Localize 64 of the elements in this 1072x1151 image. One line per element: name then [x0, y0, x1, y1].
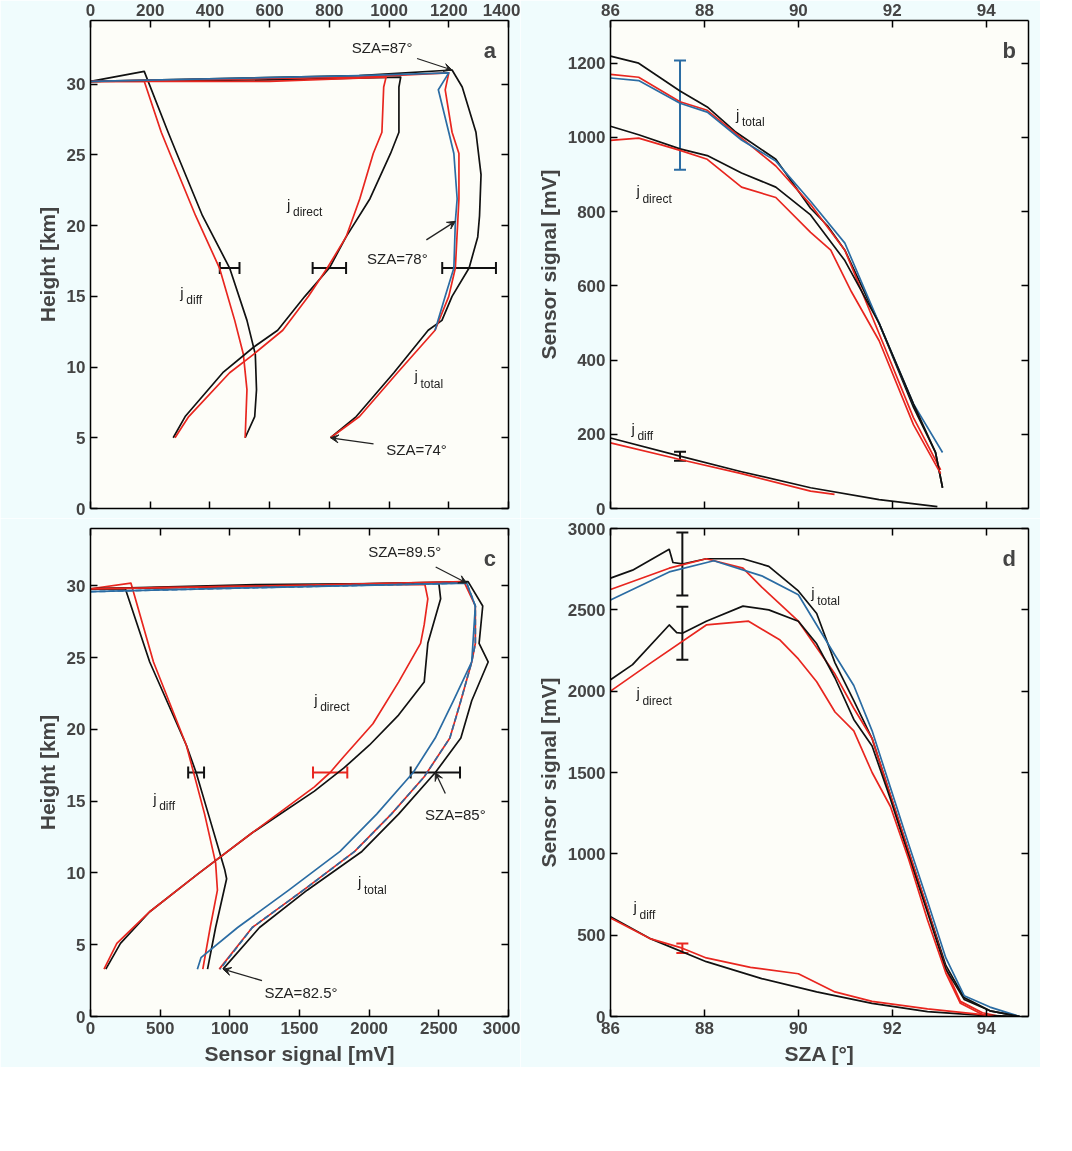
x-tick-label: 1500: [280, 1018, 319, 1038]
y-tick-label: 5: [76, 428, 86, 448]
y-tick-label: 20: [66, 720, 86, 740]
x-tick-label: 90: [788, 1018, 808, 1038]
x-tick-label: 86: [601, 0, 620, 20]
x-tick-label: 94: [976, 1018, 997, 1038]
y-tick-label: 10: [66, 863, 86, 883]
y-tick-label: 30: [66, 576, 86, 596]
y-tick-label: 800: [577, 202, 606, 222]
y-tick-label: 15: [66, 287, 86, 307]
y-tick-label: 20: [66, 216, 86, 236]
y-tick-label: 1500: [567, 763, 606, 783]
annotation: SZA=89.5°: [368, 542, 442, 560]
annotation: b: [1002, 37, 1016, 63]
y-tick-label: 500: [577, 926, 606, 946]
x-tick-label: 1200: [429, 0, 468, 20]
annotation: SZA=78°: [367, 249, 428, 267]
y-tick-label: 5: [76, 935, 86, 955]
y-tick-label: 1000: [567, 844, 606, 864]
x-tick-label: 500: [145, 1018, 175, 1038]
x-tick-label: 1400: [482, 0, 521, 20]
annotation: d: [1002, 545, 1016, 571]
y-tick-label: 1200: [567, 54, 606, 74]
y-axis-title: Sensor signal [mV]: [536, 677, 560, 868]
annotation: SZA=87°: [351, 38, 413, 56]
x-axis-title: Sensor signal [mV]: [204, 1041, 395, 1065]
y-tick-label: 25: [66, 648, 86, 668]
y-axis-title: Sensor signal [mV]: [536, 169, 560, 360]
annotation: SZA=85°: [425, 806, 486, 823]
y-axis-title: Height [km]: [35, 714, 59, 831]
y-tick-label: 25: [66, 145, 86, 165]
annotation: SZA=82.5°: [264, 983, 338, 1001]
y-tick-label: 3000: [567, 519, 606, 539]
x-tick-label: 88: [694, 1018, 714, 1038]
y-tick-label: 400: [577, 351, 606, 371]
y-tick-label: 2500: [567, 600, 606, 620]
annotation: c: [483, 545, 496, 571]
x-tick-label: 92: [882, 0, 902, 20]
y-tick-label: 200: [577, 425, 606, 445]
x-tick-label: 400: [195, 0, 225, 20]
x-tick-label: 800: [315, 0, 344, 20]
x-tick-label: 3000: [482, 1018, 521, 1038]
y-axis-title: Height [km]: [35, 206, 59, 323]
x-tick-label: 1000: [370, 0, 408, 20]
x-tick-label: 88: [694, 0, 714, 20]
x-tick-label: 2000: [350, 1018, 389, 1038]
x-tick-label: 1000: [210, 1018, 249, 1038]
y-tick-label: 2000: [567, 682, 606, 702]
y-tick-label: 1000: [567, 128, 606, 148]
y-tick-label: 0: [76, 499, 86, 519]
y-tick-label: 10: [66, 358, 86, 378]
y-tick-label: 600: [577, 276, 606, 296]
x-tick-label: 94: [976, 0, 997, 20]
annotation: SZA=74°: [386, 441, 447, 459]
x-tick-label: 90: [788, 0, 808, 20]
x-tick-label: 600: [255, 0, 284, 20]
y-tick-label: 15: [66, 792, 86, 812]
x-tick-label: 200: [136, 0, 165, 20]
x-axis-title: SZA [°]: [784, 1041, 854, 1065]
x-tick-label: 2500: [419, 1018, 458, 1038]
y-tick-label: 0: [596, 499, 606, 519]
y-tick-label: 30: [66, 75, 86, 95]
x-tick-label: 92: [882, 1018, 902, 1038]
annotation: a: [483, 37, 497, 63]
